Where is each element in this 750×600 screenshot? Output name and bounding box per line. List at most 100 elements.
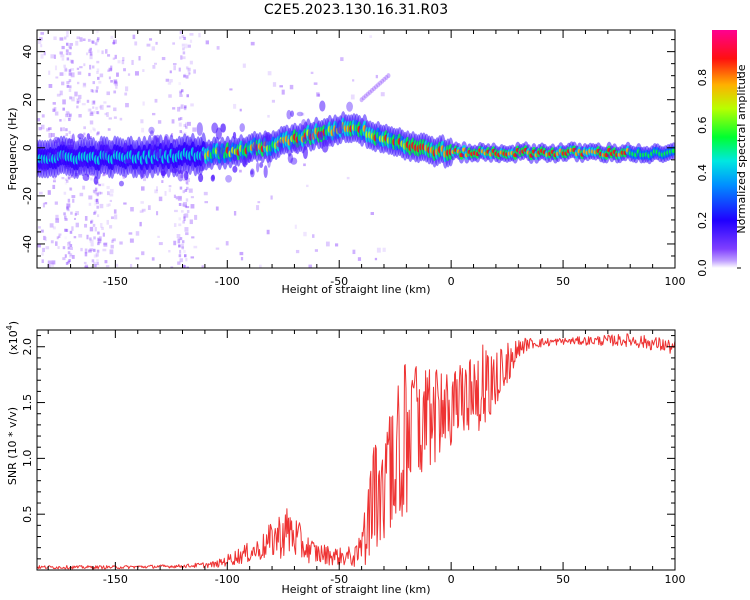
noise-speckle (58, 235, 61, 238)
noise-speckle (152, 112, 156, 116)
noise-column-speckle (184, 204, 188, 208)
noise-speckle (303, 231, 307, 237)
noise-speckle (119, 117, 123, 121)
noise-column-speckle (184, 254, 187, 258)
noise-speckle (110, 216, 114, 220)
colorbar-tick-label: 0.0 (696, 259, 709, 277)
noise-speckle (179, 249, 182, 254)
noise-speckle (42, 247, 45, 253)
noise-speckle (56, 93, 61, 97)
noise-speckle (80, 247, 83, 252)
noise-speckle (107, 128, 111, 131)
ridge-streak (307, 129, 314, 141)
noise-speckle (105, 49, 108, 54)
noise-column-speckle (182, 264, 186, 268)
noise-column-speckle (97, 49, 100, 53)
noise-speckle (204, 201, 209, 204)
ridge-streak (151, 134, 159, 146)
noise-speckle (96, 214, 100, 218)
noise-column-speckle (95, 192, 98, 196)
noise-speckle (48, 132, 52, 138)
noise-speckle (52, 102, 56, 105)
noise-speckle (44, 202, 48, 205)
noise-speckle (140, 201, 144, 204)
noise-column-speckle (184, 122, 188, 126)
noise-speckle (52, 184, 56, 190)
noise-speckle (53, 107, 57, 112)
noise-speckle (110, 79, 113, 83)
noise-column-speckle (96, 249, 100, 253)
colorbar-tick-label: 0.2 (696, 212, 709, 230)
ridge-streak (290, 157, 298, 165)
noise-speckle (303, 163, 306, 167)
branch-speckle (386, 73, 391, 79)
x-tick-label: -50 (330, 275, 348, 288)
noise-speckle (98, 80, 102, 84)
branch-speckle (376, 82, 381, 88)
noise-column-speckle (184, 73, 187, 77)
ridge-streak (79, 158, 83, 167)
noise-speckle (102, 232, 105, 237)
noise-speckle (59, 37, 64, 41)
noise-speckle (187, 121, 191, 126)
noise-column-speckle (91, 259, 95, 263)
noise-speckle (184, 43, 188, 49)
noise-column-speckle (66, 206, 69, 210)
noise-speckle (89, 120, 94, 125)
noise-speckle (125, 86, 129, 92)
noise-speckle (114, 214, 118, 220)
noise-speckle (106, 185, 110, 190)
noise-speckle (100, 104, 104, 110)
noise-speckle (59, 119, 62, 122)
y-tick-label: 40 (21, 45, 34, 59)
noise-speckle (103, 101, 107, 104)
ridge-streak (321, 139, 329, 153)
noise-column-speckle (183, 74, 186, 78)
ridge-streak (301, 118, 307, 130)
noise-speckle (37, 118, 41, 122)
noise-column-speckle (96, 68, 100, 72)
ridge-streak (211, 174, 215, 181)
noise-speckle (173, 194, 176, 199)
ridge-streak (93, 176, 99, 185)
noise-speckle (92, 100, 96, 105)
noise-column-speckle (63, 118, 66, 122)
noise-speckle (79, 37, 83, 42)
noise-column-speckle (179, 186, 183, 190)
noise-speckle (76, 36, 81, 40)
noise-speckle (125, 102, 129, 108)
noise-column-speckle (93, 110, 96, 114)
ridge-streak (155, 148, 161, 160)
noise-speckle (79, 192, 84, 197)
noise-speckle (70, 246, 73, 250)
noise-column-speckle (183, 35, 186, 39)
ridge-streak (225, 174, 232, 183)
noise-column-speckle (69, 187, 72, 191)
x-tick-label: 100 (665, 275, 686, 288)
ridge-streak (60, 151, 65, 164)
noise-column-speckle (89, 129, 93, 133)
noise-column-speckle (62, 107, 65, 111)
noise-speckle (239, 169, 242, 173)
noise-speckle (95, 201, 99, 205)
noise-column-speckle (70, 211, 73, 215)
noise-column-speckle (92, 223, 96, 227)
noise-speckle (215, 247, 220, 250)
noise-speckle (64, 178, 68, 181)
ridge-streak (232, 165, 238, 173)
noise-speckle (294, 224, 297, 229)
noise-speckle (41, 259, 44, 264)
noise-speckle (233, 103, 237, 109)
noise-column-speckle (95, 198, 99, 202)
ridge-streak (232, 131, 237, 139)
noise-speckle (122, 175, 126, 179)
noise-speckle (82, 185, 86, 190)
noise-speckle (185, 232, 189, 236)
ridge-streak (199, 165, 205, 172)
noise-speckle (107, 54, 111, 57)
noise-speckle (130, 207, 134, 212)
noise-speckle (84, 216, 88, 221)
noise-column-speckle (183, 36, 186, 40)
branch-speckle (369, 87, 374, 93)
ridge-streak (171, 167, 178, 174)
